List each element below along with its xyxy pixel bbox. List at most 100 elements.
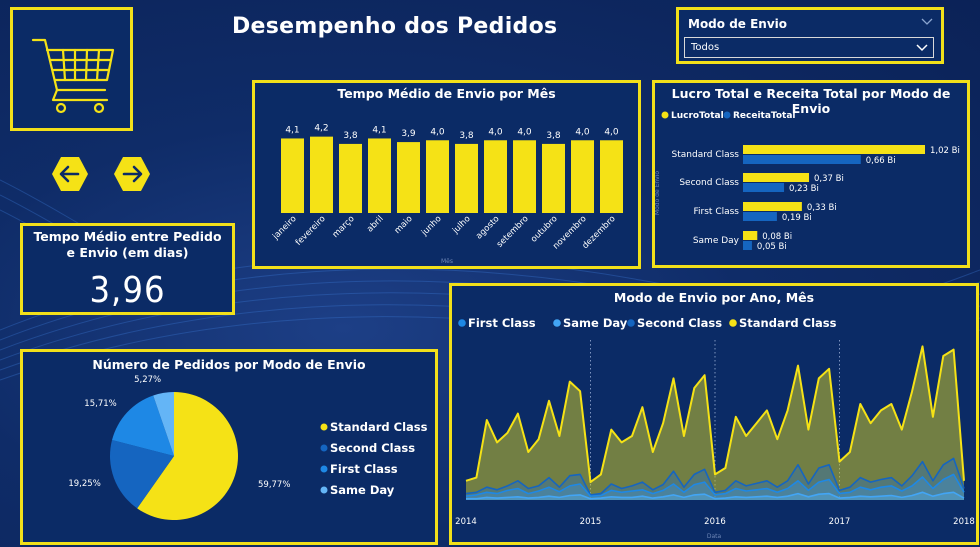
x-axis-label: Data — [707, 533, 722, 540]
data-label: 4,0 — [488, 127, 503, 137]
bar-LucroTotal — [743, 145, 925, 154]
logo-panel — [10, 7, 133, 131]
legend-marker — [661, 111, 669, 119]
data-label: 5,27% — [134, 375, 161, 385]
data-label: 0,37 Bi — [814, 174, 844, 184]
pie-slice-Same Day — [153, 392, 174, 456]
data-label: 0,33 Bi — [807, 203, 837, 213]
x-tick-label: maio — [393, 214, 415, 236]
data-label: 4,0 — [517, 127, 532, 137]
bar-LucroTotal — [743, 173, 810, 182]
legend-label: First Class — [468, 316, 536, 330]
data-label: 3,8 — [459, 131, 474, 141]
next-page-button[interactable] — [113, 156, 151, 192]
data-label: 0,66 Bi — [866, 156, 896, 166]
data-label: 4,0 — [604, 127, 619, 137]
line-Same Day — [466, 491, 965, 500]
arrow-left-icon — [59, 165, 80, 183]
dropdown-value: Todos — [691, 42, 720, 53]
x-tick-label: 2014 — [455, 517, 477, 527]
monthly-shipping-chart-panel: Tempo Médio de Envio por Mês 4,1 janeiro 4… — [252, 80, 641, 269]
pie-slice-Second Class — [110, 440, 174, 509]
x-tick-label: agosto — [474, 214, 501, 241]
x-tick-label: 2015 — [580, 517, 602, 527]
data-label: 15,71% — [84, 399, 116, 409]
bar-ReceitaTotal — [743, 155, 861, 164]
collapse-chevron-icon[interactable] — [921, 18, 933, 26]
x-tick-label: abril — [365, 214, 385, 234]
bar-ReceitaTotal — [743, 241, 752, 250]
arrow-right-icon — [122, 165, 143, 183]
pie-slice-First Class — [112, 395, 174, 456]
shopping-cart-icon — [31, 38, 115, 114]
legend-label: LucroTotal — [671, 111, 724, 121]
data-label: 4,0 — [430, 127, 445, 137]
line-Second Class — [465, 457, 965, 496]
area-Second Class — [466, 458, 964, 500]
x-tick-label: março — [331, 214, 357, 240]
chart-title: Número de Pedidos por Modo de Envio — [92, 357, 366, 372]
data-label: 3,9 — [401, 129, 416, 139]
shipping-mode-dropdown[interactable]: Todos — [684, 37, 934, 58]
profit-revenue-bar-chart: LucroTotal ReceitaTotal Modo de Envio Stand… — [655, 111, 960, 252]
legend-label: Second Class — [637, 316, 722, 330]
data-label: 4,1 — [285, 125, 299, 135]
kpi-label: Tempo Médio entre Pedido e Envio (em dia… — [33, 229, 222, 260]
slicer-label: Modo de Envio — [688, 17, 788, 31]
legend-label: Same Day — [330, 483, 395, 497]
chevron-down-icon — [916, 44, 928, 52]
line-Standard Class — [465, 345, 965, 484]
bar-LucroTotal — [743, 231, 758, 240]
legend-label: Second Class — [330, 441, 415, 455]
pie-slice-Standard Class — [137, 392, 239, 520]
y-axis-label: Modo de Envio — [655, 171, 661, 215]
legend-marker — [627, 319, 635, 327]
legend-marker — [320, 423, 328, 431]
x-tick-label: 2017 — [829, 517, 851, 527]
bar-junho — [426, 140, 449, 213]
chart-title: Modo de Envio por Ano, Mês — [613, 290, 815, 305]
x-tick-label: fevereiro — [294, 214, 328, 248]
x-tick-label: 2016 — [704, 517, 726, 527]
y-tick-label: Same Day — [693, 236, 740, 246]
x-tick-label: janeiro — [270, 214, 298, 242]
data-label: 0,19 Bi — [782, 213, 812, 223]
chart-title: Lucro Total e Receita Total por Modo de … — [671, 86, 951, 116]
data-label: 4,1 — [372, 125, 386, 135]
kpi-value: 3,96 — [89, 270, 166, 311]
bar-janeiro — [281, 138, 304, 213]
bar-ReceitaTotal — [743, 183, 785, 192]
data-label: 0,08 Bi — [762, 232, 792, 242]
prev-page-button[interactable] — [51, 156, 89, 192]
data-label: 4,2 — [314, 124, 328, 134]
bar-dezembro — [600, 140, 623, 213]
legend-label: First Class — [330, 462, 398, 476]
shipping-area-chart: First Class Same Day Second Class Standard … — [455, 316, 975, 540]
chart-title: Tempo Médio de Envio por Mês — [337, 86, 556, 101]
bar-agosto — [484, 140, 507, 213]
legend-marker — [729, 319, 737, 327]
area-Same Day — [466, 492, 964, 500]
profit-revenue-chart-panel: Lucro Total e Receita Total por Modo de … — [652, 80, 970, 268]
data-label: 19,25% — [68, 479, 100, 489]
data-label: 59,77% — [258, 480, 290, 490]
data-label: 1,02 Bi — [930, 146, 960, 156]
x-tick-label: setembro — [495, 214, 531, 250]
bar-abril — [368, 138, 391, 213]
x-tick-label: 2018 — [953, 517, 975, 527]
data-label: 3,8 — [546, 131, 561, 141]
data-label: 0,23 Bi — [789, 184, 819, 194]
data-label: 0,05 Bi — [757, 242, 787, 252]
legend-label: Standard Class — [739, 316, 837, 330]
shipping-area-chart-panel: Modo de Envio por Ano, Mês First Class Sa… — [449, 283, 979, 545]
data-label: 4,0 — [575, 127, 590, 137]
legend-marker — [320, 465, 328, 473]
orders-pie-chart: 59,77% 19,25% 15,71% 5,27% Standard Class Sec… — [68, 375, 428, 520]
legend-label: Same Day — [563, 316, 628, 330]
legend-marker — [320, 444, 328, 452]
legend-marker — [320, 486, 328, 494]
kpi-card: Tempo Médio entre Pedido e Envio (em dia… — [20, 223, 235, 315]
y-tick-label: First Class — [694, 207, 740, 217]
legend-label: ReceitaTotal — [733, 111, 796, 121]
bar-novembro — [571, 140, 594, 213]
